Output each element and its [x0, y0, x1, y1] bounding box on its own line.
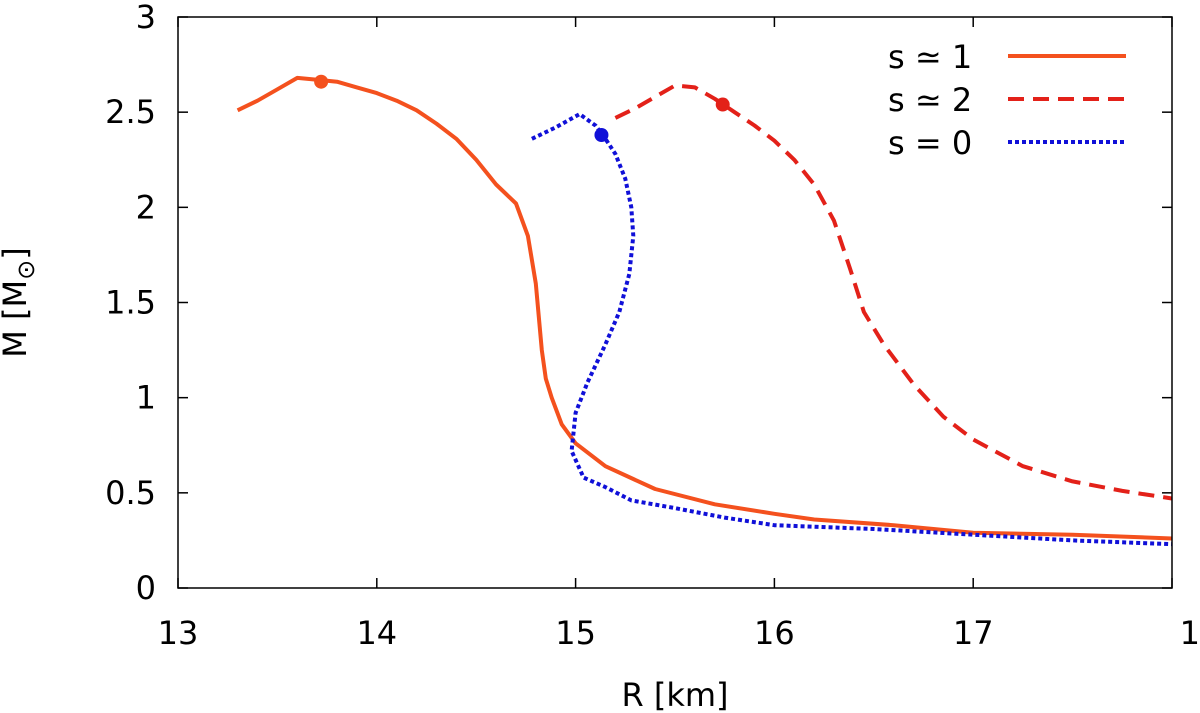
series-line-2 [614, 83, 1173, 501]
series-line-3 [531, 112, 1173, 547]
legend: s ≃ 1 s ≃ 2 s = 0 [888, 38, 1126, 162]
x-tick-label: 14 [356, 614, 397, 652]
legend-label-3: s = 0 [888, 124, 972, 162]
max-mass-marker-2 [715, 97, 730, 112]
y-axis-label-close: ] [0, 247, 34, 259]
x-tick-label: 17 [953, 614, 994, 652]
y-tick-label: 1 [136, 379, 156, 417]
y-axis-ticks: 0 0.5 1 1.5 2 2.5 3 [105, 0, 1172, 607]
x-tick-label: 15 [555, 614, 596, 652]
plot-frame [177, 16, 1173, 589]
x-axis-label: R [km] [621, 676, 728, 713]
max-mass-marker-3 [594, 128, 609, 143]
y-tick-label: 1.5 [105, 284, 156, 322]
legend-label-2: s ≃ 2 [888, 81, 972, 119]
series-layer [236, 74, 1173, 547]
x-axis-ticks: 13 14 15 16 17 18 [158, 17, 1200, 652]
x-tick-label: 13 [158, 614, 199, 652]
legend-label-1: s ≃ 1 [888, 38, 972, 76]
y-tick-label: 3 [136, 0, 156, 36]
max-mass-marker-1 [314, 74, 329, 89]
x-tick-label: 16 [754, 614, 795, 652]
y-axis-label-main: M [M [0, 280, 34, 358]
y-tick-label: 2 [136, 188, 156, 226]
y-tick-label: 2.5 [105, 93, 156, 131]
y-tick-label: 0.5 [105, 474, 156, 512]
series-line-1 [236, 75, 1173, 541]
x-tick-label: 18 [1180, 614, 1200, 652]
y-tick-label: 0 [136, 569, 156, 607]
y-axis-label: M [M⊙] [0, 247, 40, 357]
sun-symbol: ⊙ [12, 260, 40, 280]
